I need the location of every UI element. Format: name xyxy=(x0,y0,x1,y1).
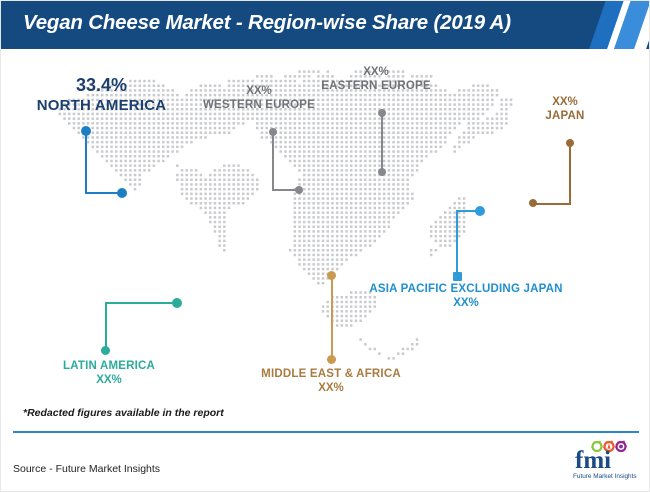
connector-dot-middle-east-africa-map xyxy=(327,271,336,280)
connector-line-north-america-horizontal xyxy=(85,192,123,194)
callout-value-eastern-europe: XX% xyxy=(363,66,389,78)
callout-label-middle-east-africa: MIDDLE EAST & AFRICA xyxy=(261,368,401,380)
callout-label-western-europe: WESTERN EUROPE xyxy=(202,99,316,112)
connector-line-apej-horizontal xyxy=(456,210,480,212)
callout-japan: XX% JAPAN xyxy=(528,95,602,123)
callout-value-latin-america: XX% xyxy=(96,374,122,387)
callout-value-middle-east-africa: XX% xyxy=(318,382,344,395)
header-bar: Vegan Cheese Market - Region-wise Share … xyxy=(1,1,649,49)
callout-value-north-america: 33.4% xyxy=(75,75,128,95)
connector-dot-north-america-label xyxy=(81,126,91,136)
connector-dot-western-europe-map xyxy=(295,186,303,194)
logo-tagline: Future Market Insights xyxy=(573,473,637,480)
callout-value-western-europe: XX% xyxy=(246,85,272,97)
connector-dot-eastern-europe-map xyxy=(378,168,386,176)
connector-dot-japan-map xyxy=(529,199,537,207)
connector-dot-latin-america-map xyxy=(172,298,182,308)
world-map-svg xyxy=(58,70,513,360)
logo-figure-green xyxy=(591,440,603,453)
connector-line-western-europe-horizontal xyxy=(272,189,299,191)
connector-line-western-europe-vertical xyxy=(272,132,274,191)
connector-line-north-america-vertical xyxy=(85,131,87,194)
callout-western-europe: XX% WESTERN EUROPE xyxy=(194,84,324,112)
footnote-text: *Redacted figures available in the repor… xyxy=(23,407,224,419)
connector-dot-latin-america-label xyxy=(101,346,110,355)
connector-dot-apej-label xyxy=(453,272,462,281)
callout-middle-east-africa: MIDDLE EAST & AFRICA XX% xyxy=(246,367,416,395)
callout-label-latin-america: LATIN AMERICA xyxy=(62,360,156,372)
connector-line-japan-vertical xyxy=(569,143,571,205)
connector-line-apej-vertical xyxy=(456,210,458,277)
logo-figure-purple xyxy=(615,440,627,453)
connector-dot-middle-east-africa-label xyxy=(327,355,336,364)
callout-label-asia-pacific-excluding-japan: ASIA PACIFIC EXCLUDING JAPAN xyxy=(369,283,563,295)
page-title: Vegan Cheese Market - Region-wise Share … xyxy=(23,11,511,34)
source-text: Source - Future Market Insights xyxy=(13,463,161,475)
connector-dot-western-europe-label xyxy=(269,128,277,136)
callout-value-asia-pacific-excluding-japan: XX% xyxy=(453,297,479,310)
fmi-logo-svg: fmi Future Market Insights xyxy=(573,440,637,480)
connector-dot-apej-map xyxy=(475,206,485,216)
footer-divider xyxy=(13,431,639,433)
connector-line-japan-horizontal xyxy=(533,203,571,205)
fmi-logo: fmi Future Market Insights xyxy=(567,436,641,482)
callout-latin-america: LATIN AMERICA XX% xyxy=(44,359,174,387)
callout-asia-pacific-excluding-japan: ASIA PACIFIC EXCLUDING JAPAN XX% xyxy=(353,282,579,310)
callout-label-japan: JAPAN xyxy=(545,110,585,123)
connector-dot-eastern-europe-label xyxy=(378,109,386,117)
connector-dot-japan-label xyxy=(566,139,574,147)
callout-label-north-america: NORTH AMERICA xyxy=(36,96,167,114)
connector-line-latin-america-horizontal xyxy=(105,302,177,304)
map-dot-grid xyxy=(58,70,513,360)
logo-wordmark: fmi xyxy=(575,447,611,474)
logo-figure-orange xyxy=(603,440,615,453)
connector-line-middle-east-africa-vertical xyxy=(331,275,333,359)
callout-eastern-europe: XX% EASTERN EUROPE xyxy=(306,65,446,93)
connector-dot-north-america-map xyxy=(117,188,127,198)
connector-line-eastern-europe-vertical xyxy=(381,113,383,173)
world-map xyxy=(1,53,649,403)
connector-line-latin-america-vertical xyxy=(105,302,107,350)
callout-label-eastern-europe: EASTERN EUROPE xyxy=(321,80,431,93)
callout-value-japan: XX% xyxy=(552,96,578,108)
callout-north-america: 33.4% NORTH AMERICA xyxy=(9,75,194,115)
